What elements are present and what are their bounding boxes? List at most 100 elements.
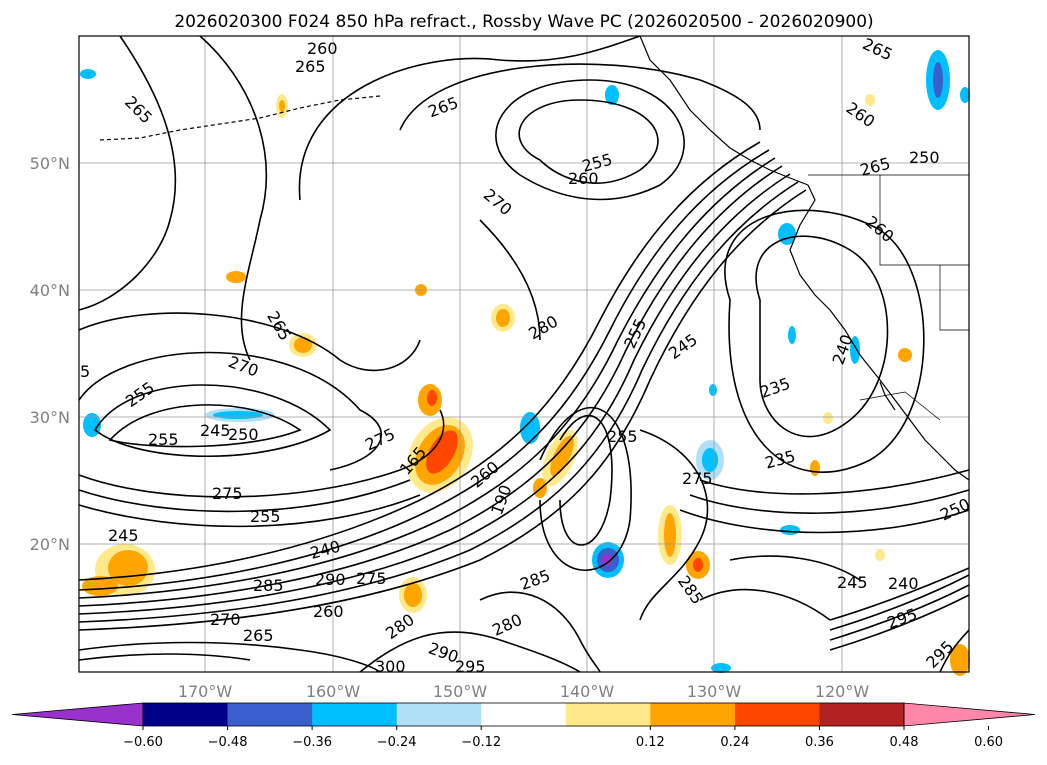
map-frame <box>78 35 970 673</box>
colorbar-segment <box>481 703 567 726</box>
positive-anomaly <box>533 478 547 498</box>
contour-line <box>829 574 970 631</box>
contour-line <box>829 584 970 641</box>
contour-line <box>829 594 970 651</box>
contour-line <box>518 99 659 184</box>
positive-anomaly <box>875 549 885 561</box>
contour-line <box>539 406 632 571</box>
colorbar-tick-label: −0.36 <box>292 735 332 750</box>
contour-label: 290 <box>315 570 346 589</box>
colorbar-tick-label: −0.60 <box>123 735 163 750</box>
contour-line <box>78 149 770 591</box>
colorbar-segment <box>312 703 398 726</box>
colorbar-extend-max <box>903 702 1036 727</box>
positive-anomaly <box>664 513 676 557</box>
contour-line <box>679 509 970 534</box>
political-borders <box>808 174 969 421</box>
contour-line <box>699 469 970 495</box>
lon-label-150w: 150°W <box>433 682 488 701</box>
contour-line <box>939 629 970 673</box>
contour-label: 250 <box>228 425 259 444</box>
positive-anomaly <box>426 430 458 474</box>
contour-label: 275 <box>682 469 713 488</box>
contour-label: 260 <box>568 169 599 188</box>
contour-line <box>829 567 970 621</box>
positive-anomaly <box>810 460 820 476</box>
colorbar-segment <box>396 703 482 726</box>
colorbar-tick-label: −0.48 <box>208 735 248 750</box>
negative-anomaly <box>711 663 731 673</box>
positive-anomaly <box>550 435 574 477</box>
border-state <box>879 175 969 266</box>
contour-line <box>298 35 641 201</box>
contour-label: 255 <box>607 427 638 446</box>
positive-anomaly <box>404 583 422 607</box>
negative-anomaly <box>605 85 619 105</box>
positive-anomaly <box>693 558 703 572</box>
positive-anomaly <box>294 337 312 353</box>
border-state <box>939 265 969 331</box>
contour-line <box>78 494 421 528</box>
colorbar-tick-label: −0.12 <box>461 735 501 750</box>
contour-label: 5 <box>80 362 90 381</box>
positive-anomaly <box>427 390 437 406</box>
contour-label: 295 <box>455 657 486 676</box>
contour-line <box>479 219 541 341</box>
positive-anomaly <box>496 309 510 327</box>
contour-line <box>78 653 251 661</box>
contour-label: 265 <box>243 626 274 645</box>
north-america-coast <box>789 184 970 481</box>
contour-label: 260 <box>313 602 344 621</box>
latitude-labels: 50°N 40°N 30°N 20°N <box>30 154 70 554</box>
contour-line <box>78 312 421 372</box>
positive-anomaly <box>226 271 246 283</box>
contour-line <box>78 141 761 581</box>
positive-anomaly <box>950 644 970 676</box>
positive-anomaly <box>898 348 912 362</box>
contour-line <box>699 588 831 621</box>
colorbar-tick-label: 0.12 <box>636 735 665 750</box>
colorbar-frame <box>142 702 905 727</box>
contour-line <box>78 165 783 607</box>
contour-label: 285 <box>253 576 284 595</box>
contour-line <box>78 173 791 615</box>
contour-layer <box>78 35 970 673</box>
contour-label: 275 <box>356 569 387 588</box>
colorbar-segment <box>565 703 651 726</box>
contour-line <box>78 409 445 498</box>
negative-anomaly <box>933 62 943 98</box>
colorbar-tick-label: 0.48 <box>890 735 919 750</box>
contour-line <box>78 157 776 599</box>
colorbar-tick-label: 0.60 <box>974 735 1003 750</box>
colorbar-extend-min <box>11 702 144 727</box>
contour-line <box>78 641 381 673</box>
colorbar-segment <box>734 703 820 726</box>
contour-label: 245 <box>837 573 868 592</box>
lon-label-130w: 130°W <box>687 682 742 701</box>
negative-anomaly <box>780 525 800 535</box>
contour-label: 300 <box>375 657 406 676</box>
contour-label: 250 <box>909 148 940 167</box>
contour-line <box>78 479 411 513</box>
map-background <box>79 36 969 672</box>
positive-anomaly <box>865 94 875 106</box>
contour-line <box>559 414 613 546</box>
aleutian-islands <box>99 95 381 141</box>
contour-line <box>495 79 685 201</box>
colorbar-segment <box>819 703 905 726</box>
colorbar-segment <box>227 703 313 726</box>
negative-anomaly <box>960 87 970 103</box>
negative-anomaly <box>788 326 796 344</box>
positive-anomaly <box>82 576 118 596</box>
contour-line <box>93 384 332 457</box>
colorbar-tick-label: −0.24 <box>377 735 417 750</box>
contour-label: 245 <box>200 421 231 440</box>
lon-label-170w: 170°W <box>178 682 233 701</box>
contour-line <box>479 591 601 673</box>
lat-label-30n: 30°N <box>30 408 70 427</box>
contour-line <box>399 63 761 131</box>
negative-anomaly <box>602 554 612 566</box>
contour-line <box>199 35 268 361</box>
colorbar-segment <box>143 703 229 726</box>
contour-line <box>78 351 382 471</box>
